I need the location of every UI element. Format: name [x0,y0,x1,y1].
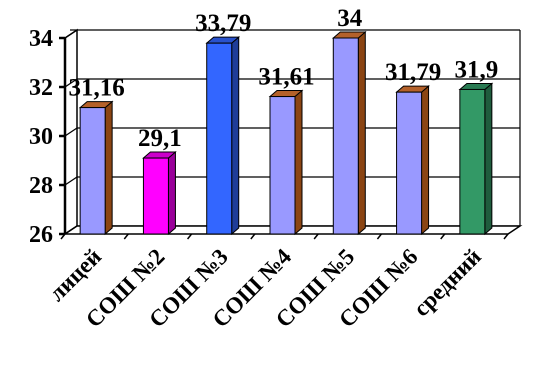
bar [269,96,296,235]
x-tick-mark [186,233,193,240]
side-gridline [64,78,78,88]
bar-side [294,89,303,236]
side-gridline [64,176,78,186]
bar-side [484,82,493,236]
x-tick-mark [313,233,319,240]
y-tick-label: 28 [29,173,53,199]
data-labels: 31,16 29,1 33,79 31,61 34 31,79 31,9 [69,5,499,152]
bar [396,91,423,235]
chart-bars [78,30,494,236]
x-tick-mark [440,233,446,240]
bar-side [231,36,240,236]
bar [459,88,486,235]
data-label: 31,16 [69,75,125,102]
bar [142,157,169,235]
side-gridline [64,225,78,235]
bar-side [104,100,113,236]
y-axis-tick-labels: 26 28 30 32 34 [29,26,53,248]
bar [332,37,359,235]
side-gridline [64,127,78,137]
data-label: 33,79 [195,10,251,37]
bar [79,107,106,235]
x-category-label: лицей [44,244,106,306]
bar-side [167,150,176,236]
data-label: 31,9 [454,56,498,83]
data-label: 31,61 [258,64,314,91]
x-tick-mark [250,233,256,240]
data-label: 31,79 [385,59,441,86]
side-gridline [64,29,78,39]
bar-side [357,30,366,236]
x-tick-mark [123,233,129,240]
x-tick-mark [376,233,383,240]
data-label: 34 [337,5,363,32]
bar-side [421,85,430,236]
y-tick-label: 30 [29,124,53,150]
y-tick-label: 26 [29,222,53,248]
data-label: 29,1 [138,125,182,152]
x-category-label: средний [409,244,486,321]
x-tick-mark [60,233,66,240]
bar [206,42,233,235]
y-tick-label: 34 [29,26,53,52]
x-tick-mark [503,233,509,240]
y-tick-label: 32 [29,75,53,101]
